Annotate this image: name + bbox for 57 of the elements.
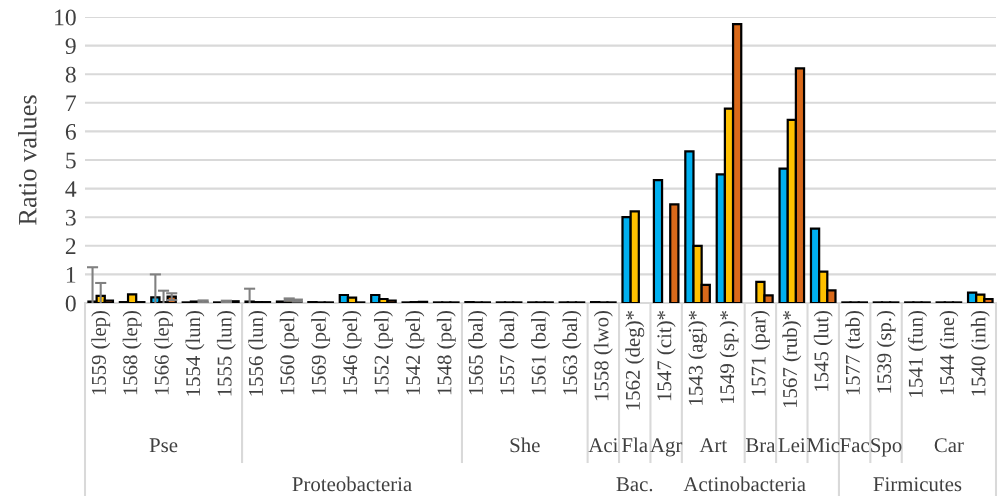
text: Car xyxy=(934,438,964,453)
x-tick-label: 1557 (bal) xyxy=(499,310,519,395)
text: Aci xyxy=(588,438,618,453)
y-tick-label: 3 xyxy=(65,209,76,226)
text: Actinobacteria xyxy=(683,476,806,492)
x-tick-label: 1558 (lwo) xyxy=(593,310,613,401)
x-tick-label: 1567 (rub)* xyxy=(782,310,802,408)
x-tick-label: 1552 (pel) xyxy=(373,310,393,395)
x-tick-label: 1554 (lun) xyxy=(185,310,205,396)
x-tick-label: 1556 (lun) xyxy=(248,310,268,396)
x-tick-label: 1571 (par) xyxy=(750,310,770,396)
x-tick-label: 1542 (pel) xyxy=(405,310,425,395)
text: Fac xyxy=(840,438,870,453)
y-tick-label: 7 xyxy=(66,95,76,111)
x-tick-label: 1545 (lut) xyxy=(813,310,833,391)
x-tick-label: 1565 (bal) xyxy=(468,310,488,395)
text: Bra xyxy=(745,438,776,453)
x-tick-label: 1539 (sp.) xyxy=(876,310,896,393)
y-tick-label: 10 xyxy=(55,9,76,26)
x-tick-label: 1546 (pel) xyxy=(342,310,362,395)
text: Proteobacteria xyxy=(292,476,412,492)
text: Art xyxy=(699,438,728,453)
x-tick-label: 1561 (bal) xyxy=(531,310,550,395)
text: Pse xyxy=(149,438,178,453)
text: Firmicutes xyxy=(873,477,962,492)
x-tick-label: 1547 (cit)* xyxy=(656,310,676,401)
x-tick-label: 1544 (ine) xyxy=(939,310,959,395)
x-tick-label: 1566 (lep) xyxy=(154,310,173,395)
text: Fla xyxy=(622,437,648,453)
y-tick-label: 1 xyxy=(66,267,76,283)
y-tick-label: 4 xyxy=(65,181,77,197)
x-tick-label: 1543 (agi)* xyxy=(688,311,708,405)
x-tick-label: 1549 (sp.)* xyxy=(719,311,739,404)
y-tick-label: 6 xyxy=(65,123,76,140)
text: Lei xyxy=(778,438,806,453)
x-tick-label: 1577 (tab) xyxy=(845,310,865,395)
x-tick-label: 1555 (lun) xyxy=(216,310,236,396)
text: Spo xyxy=(871,438,902,457)
x-tick-label: 1568 (lep) xyxy=(122,310,142,395)
x-tick-label: 1569 (pel) xyxy=(311,310,331,395)
x-tick-label: 1540 (inh) xyxy=(970,310,990,396)
y-tick-label: 2 xyxy=(65,238,76,254)
text: She xyxy=(510,437,540,453)
x-tick-label: 1563 (bal) xyxy=(562,310,582,395)
y-tick-label: 8 xyxy=(65,66,76,83)
y-tick-label: 5 xyxy=(66,152,76,169)
x-tick-label: 1560 (pel) xyxy=(279,310,299,395)
x-tick-label: 1559 (lep) xyxy=(91,310,111,395)
text: Mic xyxy=(807,438,840,453)
text: Agr xyxy=(650,438,683,457)
x-tick-label: 1562 (deg)* xyxy=(625,311,645,410)
y-tick-label: 9 xyxy=(65,38,76,55)
x-tick-label: 1541 (fun) xyxy=(907,310,928,397)
x-tick-label: 1548 (pel) xyxy=(436,310,456,395)
y-axis-title: Ratio values xyxy=(18,95,37,225)
y-tick-label: 0 xyxy=(65,295,76,312)
text: Bac. xyxy=(616,477,653,492)
